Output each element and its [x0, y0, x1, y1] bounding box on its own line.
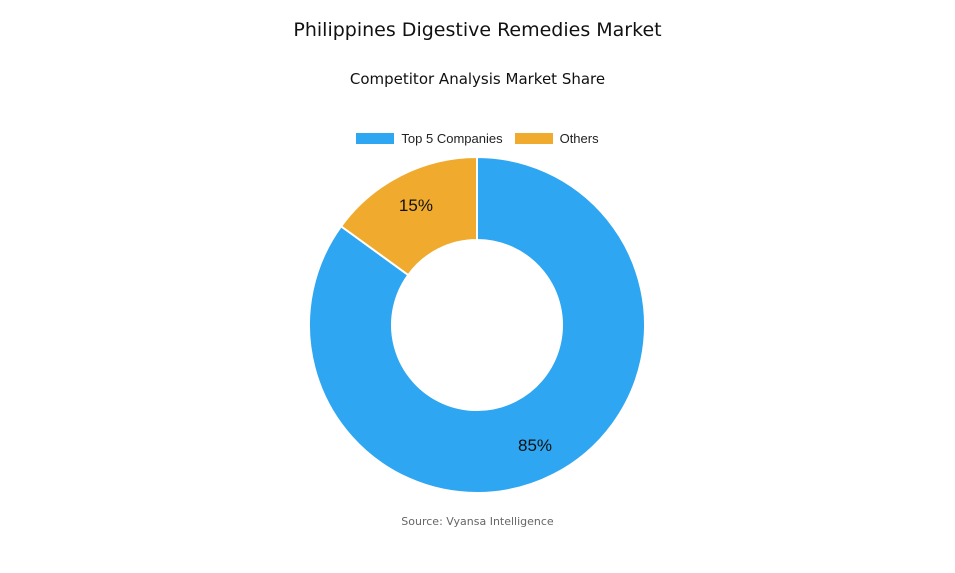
- donut-slice-top5[interactable]: [308, 155, 646, 494]
- data-label-top5: 85%: [518, 436, 552, 455]
- legend-label-others: Others: [559, 131, 599, 146]
- donut-slice-others[interactable]: [339, 155, 478, 277]
- legend-label-top5: Top 5 Companies: [401, 131, 503, 146]
- legend: Top 5 Companies Others: [0, 131, 955, 146]
- legend-item-others[interactable]: Others: [514, 131, 599, 146]
- chart-subtitle: Competitor Analysis Market Share: [349, 70, 606, 88]
- source-note: Source: Vyansa Intelligence: [401, 515, 554, 528]
- legend-swatch-others: [514, 133, 553, 144]
- legend-item-top5[interactable]: Top 5 Companies: [356, 131, 503, 146]
- data-label-others: 15%: [399, 196, 433, 215]
- legend-swatch-top5: [356, 133, 395, 144]
- chart-title: Philippines Digestive Remedies Market: [293, 19, 662, 41]
